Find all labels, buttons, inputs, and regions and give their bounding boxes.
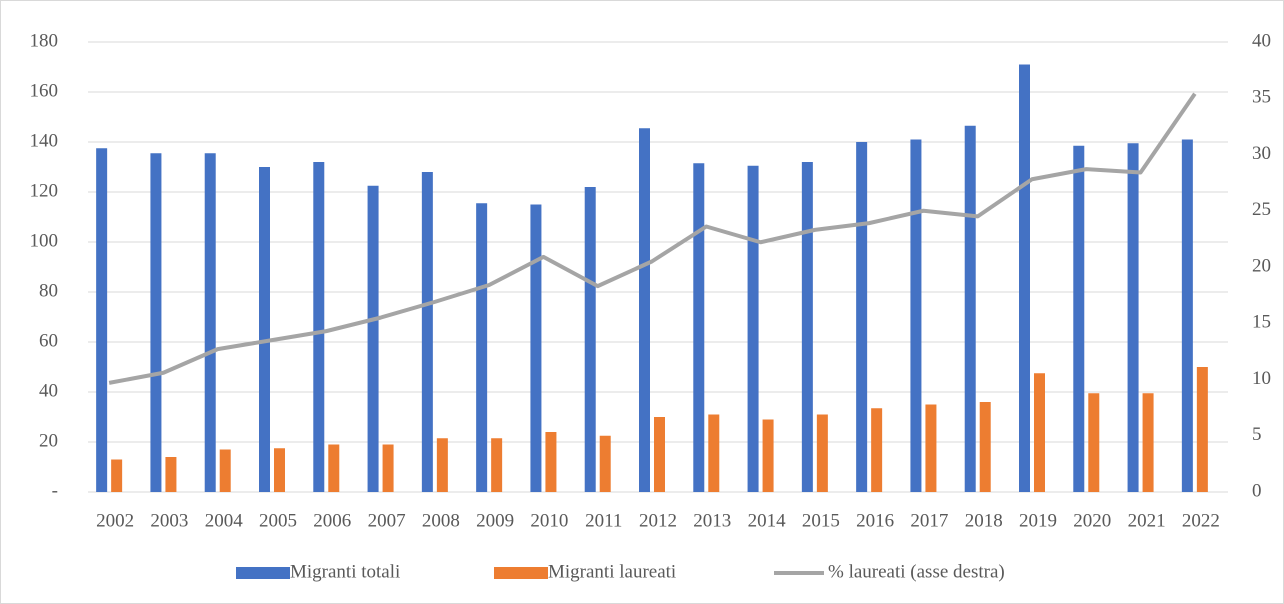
y-tick-label: 140 <box>30 130 59 151</box>
x-tick-label: 2017 <box>910 510 948 531</box>
bar <box>96 148 108 492</box>
x-tick-label: 2021 <box>1128 510 1166 531</box>
y-tick-label: 40 <box>39 380 58 401</box>
legend-swatch <box>494 567 548 579</box>
bar <box>436 438 448 492</box>
bar <box>964 125 976 492</box>
bar <box>599 435 611 492</box>
bar <box>1181 139 1193 492</box>
legend-swatch <box>236 567 290 579</box>
x-tick-label: 2002 <box>96 510 134 531</box>
bar <box>910 139 922 492</box>
x-tick-label: 2012 <box>639 510 677 531</box>
y-tick-label: 20 <box>39 430 58 451</box>
bar <box>382 444 394 492</box>
x-tick-label: 2015 <box>802 510 840 531</box>
bar <box>1196 367 1208 492</box>
y2-tick-label: 30 <box>1252 143 1271 164</box>
bar <box>1073 145 1085 492</box>
bar <box>111 459 123 492</box>
bar <box>856 142 868 492</box>
bar <box>219 449 231 492</box>
y2-tick-label: 25 <box>1252 199 1271 220</box>
y-tick-label: 120 <box>30 180 59 201</box>
x-tick-label: 2007 <box>368 510 406 531</box>
bar <box>708 414 720 492</box>
bar <box>871 408 883 492</box>
y2-tick-label: 40 <box>1252 30 1271 51</box>
bar <box>1034 373 1045 492</box>
y-tick-label: 160 <box>30 80 59 101</box>
legend-label: Migranti totali <box>290 561 400 582</box>
x-tick-label: 2010 <box>530 510 568 531</box>
y2-tick-label: 15 <box>1252 312 1271 333</box>
x-tick-label: 2006 <box>313 510 351 531</box>
bar <box>313 162 325 492</box>
y-tick-label: 180 <box>30 30 59 51</box>
bar <box>1019 64 1030 492</box>
bar <box>925 404 937 492</box>
legend-label: Migranti laureati <box>548 561 676 582</box>
y2-tick-label: 5 <box>1252 424 1262 445</box>
bar <box>747 165 759 492</box>
legend-label: % laureati (asse destra) <box>828 561 1005 582</box>
y-tick-label: 60 <box>39 330 58 351</box>
bar <box>476 203 488 492</box>
y2-tick-label: 20 <box>1252 255 1271 276</box>
bar <box>204 153 216 492</box>
line-series <box>108 92 1197 385</box>
bar <box>491 438 503 492</box>
bar <box>545 432 557 492</box>
bar <box>762 419 774 492</box>
x-tick-label: 2014 <box>748 510 787 531</box>
x-tick-label: 2020 <box>1073 510 1111 531</box>
bar <box>816 414 828 492</box>
bar <box>639 128 650 492</box>
bar <box>979 402 991 492</box>
bar <box>328 444 340 492</box>
x-tick-label: 2009 <box>476 510 514 531</box>
bar <box>801 162 813 492</box>
bar <box>1142 393 1154 492</box>
bar <box>150 153 162 492</box>
y2-tick-label: 0 <box>1252 480 1262 501</box>
x-tick-label: 2016 <box>856 510 894 531</box>
bar <box>530 204 542 492</box>
bar <box>584 187 596 492</box>
x-tick-label: 2003 <box>150 510 188 531</box>
y-tick-label: - <box>52 480 58 501</box>
x-tick-label: 2022 <box>1182 510 1220 531</box>
x-tick-label: 2013 <box>693 510 731 531</box>
bar <box>654 417 665 492</box>
bar <box>259 167 270 492</box>
y2-tick-label: 10 <box>1252 368 1271 389</box>
x-tick-label: 2018 <box>965 510 1003 531</box>
bar <box>367 185 379 492</box>
bar <box>421 172 433 492</box>
bar <box>274 448 285 492</box>
x-tick-label: 2008 <box>422 510 460 531</box>
x-tick-label: 2011 <box>585 510 622 531</box>
x-tick-label: 2004 <box>205 510 244 531</box>
bar <box>165 457 177 492</box>
x-tick-label: 2005 <box>259 510 297 531</box>
bar <box>1088 393 1100 492</box>
y2-tick-label: 35 <box>1252 87 1271 108</box>
y-tick-label: 100 <box>30 230 59 251</box>
bar <box>1127 143 1139 492</box>
y-tick-label: 80 <box>39 280 58 301</box>
bar <box>693 163 705 492</box>
x-tick-label: 2019 <box>1019 510 1057 531</box>
